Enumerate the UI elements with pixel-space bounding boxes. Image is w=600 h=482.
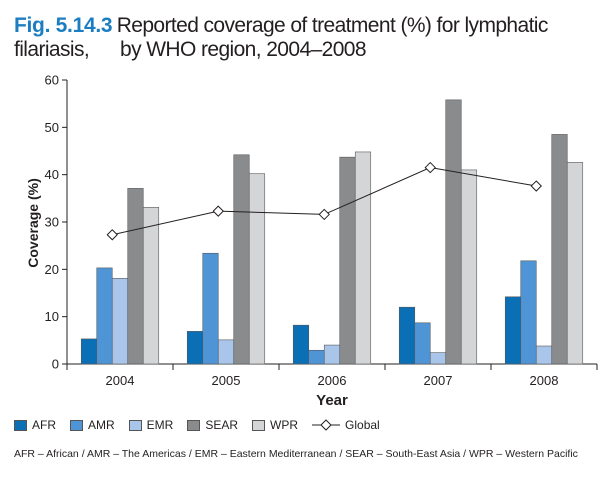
bar-afr [80, 338, 98, 365]
bar-sear [445, 99, 462, 365]
bar-emr [429, 352, 447, 365]
y-tick-label: 40 [45, 167, 59, 182]
global-point [424, 161, 436, 174]
legend-label: Global [345, 418, 380, 432]
figure-title-line2: by WHO region, 2004–2008 [120, 38, 367, 61]
x-tick-label: 2006 [318, 373, 347, 388]
y-tick-label: 10 [45, 309, 59, 324]
bar-sear [339, 156, 356, 365]
legend-swatch [187, 419, 201, 431]
bar-afr [398, 306, 416, 365]
bar-amr [520, 260, 537, 365]
y-tick-label: 60 [45, 73, 59, 88]
legend-line-marker [312, 419, 341, 431]
x-tick-label: 2007 [424, 373, 453, 388]
legend-item-emr: EMR [128, 418, 174, 432]
legend-item-amr: AMR [70, 418, 115, 432]
global-point [318, 208, 330, 221]
chart-global-line [106, 161, 542, 241]
bar-amr [414, 322, 431, 365]
legend-label: SEAR [205, 418, 239, 432]
legend-item-sear: SEAR [187, 418, 238, 432]
legend-item-afr: AFR [14, 418, 56, 432]
bar-wpr [354, 151, 372, 365]
legend-swatch [70, 419, 83, 431]
bar-sear [233, 154, 250, 365]
y-tick-label: 0 [52, 357, 59, 372]
global-point [530, 180, 542, 192]
x-axis-label: Year [316, 392, 348, 409]
bar-wpr [142, 207, 160, 365]
legend-label: WPR [270, 418, 299, 432]
y-tick-label: 20 [45, 262, 59, 277]
y-tick-label: 30 [45, 215, 59, 230]
legend-item-global: Global [312, 418, 380, 432]
legend-label: EMR [146, 418, 174, 432]
legend-label: AFR [32, 418, 56, 432]
y-axis-label: Coverage (%) [25, 178, 41, 267]
figure-number: Fig. 5.14.3 [14, 14, 113, 37]
bar-emr [535, 345, 553, 365]
bar-amr [202, 252, 219, 365]
bar-afr [504, 296, 522, 365]
bar-emr [323, 344, 341, 365]
bar-amr [308, 349, 325, 365]
bar-emr [111, 278, 129, 365]
legend-swatch [252, 419, 266, 431]
chart-axes: 0 10 20 30 40 50 60 2004 2005 2006 2007 2008 [45, 73, 598, 388]
global-point [106, 229, 118, 241]
bar-wpr [248, 173, 266, 365]
legend-swatch [128, 419, 142, 431]
x-tick-label: 2005 [212, 373, 241, 388]
figure-footnote: AFR – African / AMR – The Americas / EMR… [14, 448, 578, 460]
global-point [212, 205, 224, 217]
bar-afr [292, 324, 310, 365]
legend-diamond [320, 419, 332, 431]
chart-canvas: 0 10 20 30 40 50 60 2004 2005 2006 2007 2008 Covera… [25, 73, 598, 409]
bar-sear [551, 134, 568, 365]
bar-amr [96, 267, 113, 365]
x-tick-label: 2004 [106, 373, 135, 388]
bar-wpr [566, 162, 584, 365]
x-tick-label: 2008 [530, 373, 559, 388]
figure-title-line1: Reported coverage of treatment (%) for l… [14, 14, 548, 61]
legend-swatch [14, 419, 27, 431]
bar-emr [217, 339, 235, 365]
legend-label: AMR [88, 418, 115, 432]
chart-bars [80, 99, 584, 365]
bar-afr [186, 331, 204, 365]
y-tick-label: 50 [45, 120, 59, 135]
legend-item-wpr: WPR [252, 418, 298, 432]
figure-header: Fig. 5.14.3 Reported coverage of treatme… [14, 14, 594, 62]
bar-sear [127, 188, 144, 365]
chart-legend: AFR AMR EMR SEAR WPR Global [14, 416, 394, 434]
bar-wpr [460, 169, 478, 365]
